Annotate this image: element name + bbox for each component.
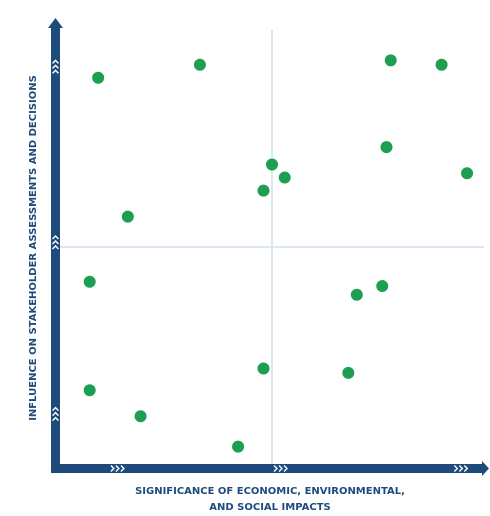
y-axis-chevrons-start bbox=[52, 406, 59, 422]
data-point bbox=[380, 141, 393, 154]
y-axis-arrowhead bbox=[48, 18, 63, 28]
data-point bbox=[193, 58, 206, 71]
data-point bbox=[83, 275, 96, 288]
data-point bbox=[435, 58, 448, 71]
data-point bbox=[461, 167, 474, 180]
axes bbox=[48, 18, 489, 476]
grid-lines bbox=[60, 30, 484, 464]
data-point bbox=[266, 158, 278, 171]
data-point bbox=[350, 288, 363, 301]
data-points bbox=[83, 54, 474, 453]
x-axis-chevrons-end bbox=[453, 465, 469, 472]
data-point bbox=[232, 440, 245, 453]
x-axis-arrowhead bbox=[482, 461, 489, 476]
data-point bbox=[83, 384, 96, 397]
y-axis-bar bbox=[51, 28, 60, 473]
data-point bbox=[121, 210, 134, 223]
x-axis-label-line-2: AND SOCIAL IMPACTS bbox=[209, 502, 330, 513]
data-point bbox=[257, 184, 270, 197]
data-point bbox=[278, 171, 291, 184]
x-axis-bar bbox=[51, 464, 482, 473]
x-axis-chevrons-start bbox=[110, 465, 125, 472]
y-axis-label: INFLUENCE ON STAKEHOLDER ASSESSMENTS AND… bbox=[28, 75, 39, 421]
data-point bbox=[342, 366, 355, 379]
x-axis-label-line-1: SIGNIFICANCE OF ECONOMIC, ENVIRONMENTAL, bbox=[135, 486, 405, 497]
data-point bbox=[376, 280, 389, 293]
data-point bbox=[134, 410, 147, 423]
data-point bbox=[257, 362, 270, 375]
data-point bbox=[384, 54, 397, 67]
data-point bbox=[92, 71, 105, 84]
y-axis-chevrons-middle bbox=[52, 235, 59, 250]
x-axis-chevrons-middle bbox=[273, 465, 288, 472]
y-axis-chevrons-end bbox=[52, 59, 59, 74]
